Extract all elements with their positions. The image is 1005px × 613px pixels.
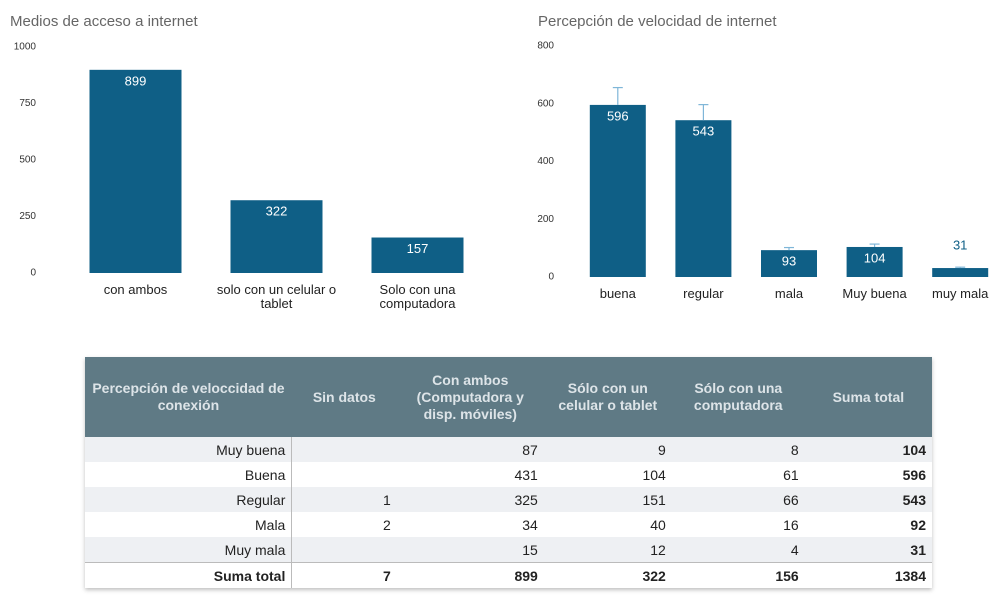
bar [846, 246, 903, 277]
column-header: Suma total [804, 357, 932, 437]
x-tick-label: Solo con una computadora [379, 282, 456, 311]
y-tick-label: 400 [537, 156, 554, 167]
y-tick-label: 200 [537, 214, 554, 225]
x-tick-label: mala [774, 286, 804, 301]
table-cell: Mala [85, 512, 293, 537]
table-cell: 104 [642, 466, 666, 483]
table-cell: 66 [671, 487, 805, 512]
y-tick-label: 750 [19, 98, 36, 109]
chart-title: Medios de acceso a internet [10, 13, 198, 30]
table-cell: Regular [85, 487, 293, 512]
table-cell: 92 [910, 516, 926, 533]
value-label: 104 [864, 250, 886, 265]
column-header: Con ambos (Computadora y disp. móviles) [396, 357, 544, 437]
table-row: Muy mala 15 12 4 31 [85, 537, 932, 563]
table-cell: 2 [383, 516, 391, 533]
value-label: 899 [125, 73, 147, 88]
y-tick-label: 500 [19, 155, 36, 166]
table-cell: 4 [671, 537, 805, 563]
x-tick-label: Muy buena [842, 286, 907, 301]
bar [89, 69, 182, 274]
x-tick-label: muy mala [932, 286, 989, 301]
bar [371, 237, 464, 273]
value-label: 157 [407, 241, 429, 256]
x-tick-label: con ambos [103, 282, 168, 297]
table-cell [291, 437, 397, 462]
table-cell: 87 [396, 437, 544, 462]
table-cell: 8 [671, 437, 805, 462]
y-tick-label: 1000 [14, 42, 37, 53]
table-row: Regular 1 325 151 66 543 [85, 487, 932, 512]
table-cell: 1384 [804, 562, 932, 588]
table-cell: 9 [543, 437, 672, 462]
table-cell: Suma total [85, 562, 293, 588]
table-row: Buena 431 104 61 596 [85, 462, 932, 487]
table-cell: 16 [783, 516, 799, 533]
bar [675, 120, 732, 278]
value-label: 322 [266, 204, 288, 219]
x-tick-label: buena [599, 286, 636, 301]
table-cell: 7 [291, 562, 397, 588]
table-cell [291, 537, 397, 563]
table-row: Muy buena 87 9 8 104 [85, 437, 932, 462]
chart-title: Percepción de velocidad de internet [538, 13, 777, 30]
table-cell [292, 462, 397, 487]
x-tick-label: regular [683, 286, 724, 301]
table-cell: 431 [514, 466, 538, 483]
table-cell: Buena [85, 462, 293, 487]
y-tick-label: 800 [537, 41, 554, 52]
table-cell: 899 [396, 562, 544, 588]
table-cell: Muy mala [85, 537, 293, 563]
charts: Medios de acceso a internet 0 250 500 750 100… [10, 13, 989, 283]
table-cell: 543 [804, 487, 932, 512]
table-cell: Muy buena [85, 437, 293, 462]
value-label: 596 [607, 108, 629, 123]
table-row: Suma total 7 899 322 156 1384 [85, 562, 932, 588]
table-cell: 15 [396, 537, 544, 563]
table-cell: 104 [804, 437, 932, 462]
column-header: Sin datos [291, 357, 397, 437]
table-cell: 34 [522, 516, 538, 533]
y-tick-label: 600 [537, 98, 554, 109]
y-tick-label: 250 [19, 211, 36, 222]
table-cell: 325 [396, 487, 544, 512]
y-tick-label: 0 [548, 272, 554, 283]
table-cell: 1 [291, 487, 397, 512]
data-table: Percepción de veloccidad de conexión Sin … [85, 357, 932, 588]
value-label: 543 [693, 124, 715, 139]
column-header: Percepción de veloccidad de conexión [85, 357, 292, 437]
table-cell: 40 [650, 516, 666, 533]
value-label: 93 [782, 254, 796, 269]
column-header: Sólo con un celular o tablet [543, 357, 672, 437]
table-cell: 61 [783, 466, 799, 483]
column-header: Sólo con una computadora [671, 357, 805, 437]
value-label: 31 [953, 237, 967, 252]
table-cell: 596 [902, 466, 926, 483]
table-cell: 322 [543, 562, 672, 588]
x-tick-label: solo con un celular o tablet [216, 282, 337, 311]
y-tick-label: 0 [30, 268, 36, 279]
bar [932, 268, 989, 277]
table-cell: 156 [671, 562, 805, 588]
table-row: Mala 2 34 40 16 92 [85, 512, 932, 537]
table-cell: 151 [543, 487, 672, 512]
table-cell: 12 [543, 537, 672, 563]
bar [761, 250, 817, 277]
table-cell: 31 [804, 537, 932, 563]
bar [230, 200, 323, 273]
bar [589, 104, 646, 277]
